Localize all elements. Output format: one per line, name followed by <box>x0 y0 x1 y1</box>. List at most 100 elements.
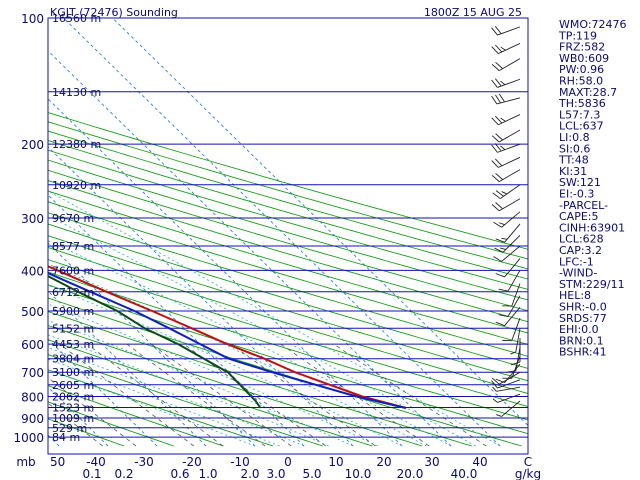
height-label: 12380 m <box>52 138 101 151</box>
wind-barb-shaft <box>507 270 521 292</box>
wind-barb <box>498 295 521 317</box>
wind-barb <box>491 129 521 143</box>
wind-barb-flag <box>491 377 500 385</box>
wind-barb-flag <box>492 398 498 403</box>
stat-line: -WIND- <box>559 267 597 280</box>
mixing-ratio-label: 2.0 <box>240 467 259 480</box>
stat-line: TH:5836 <box>558 97 606 110</box>
wind-barb-flag <box>498 288 509 292</box>
dry-adiabat-line <box>48 180 528 323</box>
wind-barb <box>492 386 521 392</box>
stat-line: TP:119 <box>558 29 597 42</box>
mixing-ratio-label: 20.0 <box>397 467 424 480</box>
temperature-tick-label: 30 <box>424 455 439 469</box>
wind-barb-flag <box>491 380 498 389</box>
stat-line: CAP:3.2 <box>559 244 602 257</box>
dry-adiabat-line <box>48 235 528 382</box>
temperature-tick-label: 20 <box>376 455 391 469</box>
pressure-label: 100 <box>21 12 44 26</box>
wind-barb <box>491 78 521 88</box>
dry-adiabat-line <box>48 259 528 407</box>
stat-line: RH:58.0 <box>559 75 603 88</box>
wind-barb-flag <box>492 192 501 199</box>
mixing-ratio-line <box>126 343 266 447</box>
mixing-ratio-label: 10.0 <box>345 467 372 480</box>
stat-line: SHR:-0.0 <box>559 301 607 314</box>
mixing-ratio-label: 5.0 <box>302 467 321 480</box>
moist-adiabat-line <box>48 240 452 447</box>
wind-barb-flag <box>495 44 503 53</box>
wind-barb <box>491 93 521 105</box>
stat-line: FRZ:582 <box>559 41 605 54</box>
wind-barb-flag <box>495 273 505 278</box>
wind-barb-flag <box>495 61 503 69</box>
temperature-tick-label: 0 <box>284 455 292 469</box>
wind-barb-flag <box>491 117 499 126</box>
pressure-label: 1000 <box>13 431 44 445</box>
wind-barb-flag <box>491 135 500 143</box>
height-label: 14130 m <box>52 86 101 99</box>
stat-line: SW:121 <box>559 176 601 189</box>
dry-adiabat-line <box>48 121 528 260</box>
wind-barb-shaft <box>511 355 521 379</box>
pressure-label: 700 <box>21 366 44 380</box>
wind-barb-flag <box>500 80 506 86</box>
wind-barb-flag <box>501 191 508 195</box>
moist-adiabat-line <box>48 347 305 447</box>
height-label: 6712 m <box>52 286 94 299</box>
temperature-tick-label: -10 <box>230 455 250 469</box>
wind-barb-shaft <box>504 306 521 326</box>
pressure-label: 300 <box>21 212 44 226</box>
stat-line: LCL:628 <box>559 233 604 246</box>
height-label: 10920 m <box>52 179 101 192</box>
wind-barb-flag <box>493 256 502 262</box>
wind-barb <box>492 184 521 199</box>
wind-barb-flag <box>500 247 506 250</box>
pressure-label: 900 <box>21 412 44 426</box>
wind-barb-flag <box>491 174 500 182</box>
wind-barb-flag <box>495 172 503 180</box>
mixing-ratio-line <box>151 343 292 447</box>
plot-frame <box>47 17 529 455</box>
wind-barb-flag <box>492 386 497 392</box>
temperature-tick-label: C <box>524 455 532 469</box>
stat-line: -PARCEL- <box>559 199 608 212</box>
wind-barb <box>510 337 521 366</box>
wind-barb <box>494 235 521 253</box>
stat-line: MAXT:28.7 <box>559 86 617 99</box>
mixing-ratio-label: 40.0 <box>451 467 478 480</box>
wind-barb-flag <box>495 202 503 210</box>
stat-line: KI:31 <box>559 165 587 178</box>
wind-barb-flag <box>491 63 500 71</box>
dry-adiabat-line <box>48 212 528 357</box>
mixing-ratio-line <box>183 343 326 447</box>
wind-barb-flag <box>500 145 506 150</box>
wind-barb-flag <box>495 238 505 243</box>
parcel-profile-line <box>48 272 407 409</box>
dry-adiabat-line <box>48 271 528 421</box>
stat-line: PW:0.96 <box>559 63 604 76</box>
dry-adiabat-line <box>48 223 528 369</box>
isotherm-line <box>63 18 501 447</box>
wind-barb-flag <box>495 115 503 124</box>
mixing-ratio-label: 0.2 <box>114 467 133 480</box>
moist-adiabat-line <box>48 303 378 447</box>
moist-adiabat-line <box>48 369 256 447</box>
wind-barb-flag <box>500 46 506 51</box>
wind-barb-flag <box>495 94 502 104</box>
wind-barb-flag <box>491 79 498 88</box>
wind-barb-flag <box>495 414 502 417</box>
wind-barb-shaft <box>511 283 521 307</box>
wind-barb <box>491 26 521 36</box>
wind-barb <box>491 156 521 168</box>
wind-barb-flag <box>494 78 502 87</box>
wind-barb <box>495 223 521 243</box>
dry-adiabat-line <box>48 284 528 435</box>
moist-adiabat-line <box>48 215 476 447</box>
temperature-tick-label: 10 <box>328 455 343 469</box>
wind-barb <box>502 317 521 342</box>
stat-line: BSHR:41 <box>559 346 607 359</box>
wind-barb-flag <box>495 158 503 167</box>
stat-line: WB0:609 <box>559 52 609 65</box>
pressure-label: 600 <box>21 338 44 352</box>
